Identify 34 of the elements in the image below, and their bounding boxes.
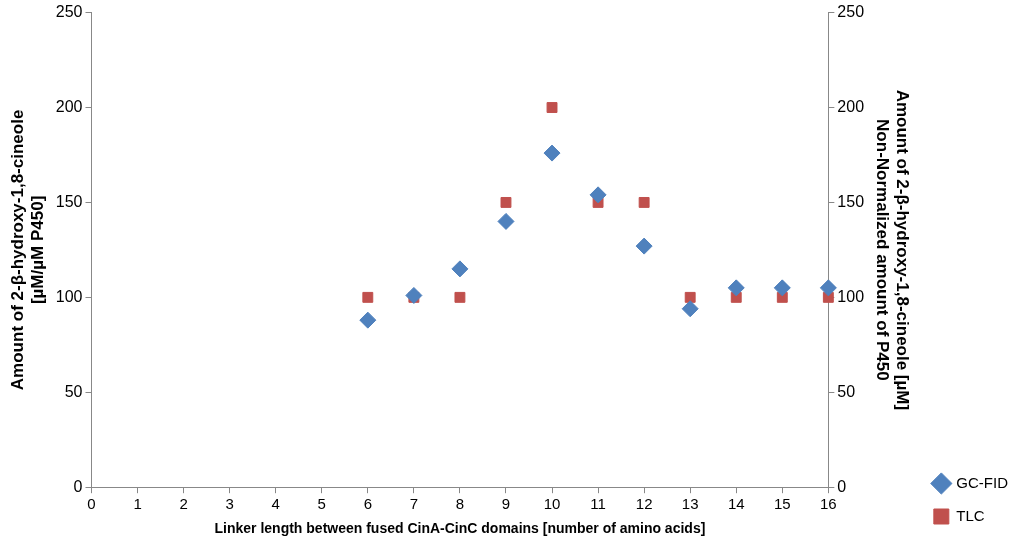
y-tick-label: 0 <box>73 477 83 495</box>
x-tick-label: 6 <box>363 495 372 513</box>
x-tick-label: 2 <box>179 495 188 513</box>
y2-tick-label: 250 <box>837 3 865 21</box>
y-axis-title: Amount of 2-β-hydroxy-1,8-cineole [µM/µM P450] <box>7 109 48 391</box>
x-tick-label: 16 <box>820 495 837 513</box>
legend-label: GC-FID <box>956 473 1009 491</box>
x-tick-label: 7 <box>409 495 419 513</box>
x-tick-label: 13 <box>681 495 699 513</box>
x-tick-label: 8 <box>455 495 465 513</box>
y2-tick-label: 0 <box>837 477 847 495</box>
x-tick-label: 1 <box>133 495 142 513</box>
y-tick-label: 100 <box>55 287 83 305</box>
x-tick-label: 14 <box>727 495 745 513</box>
y-tick-label: 150 <box>55 192 83 210</box>
y2-tick-label: 150 <box>837 192 865 210</box>
y2-tick-label: 200 <box>837 97 865 115</box>
y-tick-label: 200 <box>55 97 83 115</box>
x-tick-label: 4 <box>271 495 280 513</box>
x-tick-label: 9 <box>501 495 511 513</box>
x-tick-label: 15 <box>773 495 791 513</box>
x-tick-label: 11 <box>590 495 606 513</box>
x-tick-label: 10 <box>543 495 561 513</box>
y-tick-label: 50 <box>64 382 83 400</box>
y-tick-label: 250 <box>55 3 83 21</box>
x-axis-title: Linker length between fused CinA-CinC domains [number of amino acids] <box>214 520 706 537</box>
x-tick-label: 3 <box>225 495 234 513</box>
x-tick-label: 0 <box>87 495 96 513</box>
legend-label: TLC <box>956 506 985 524</box>
y2-tick-label: 50 <box>837 382 856 400</box>
y2-tick-label: 100 <box>837 287 865 305</box>
x-tick-label: 5 <box>317 495 326 513</box>
y2-axis-title: Amount of 2-β-hydroxy-1,8-cineole [µM] Non-Normalized amount of P450 <box>872 89 912 411</box>
x-tick-label: 12 <box>635 495 653 513</box>
